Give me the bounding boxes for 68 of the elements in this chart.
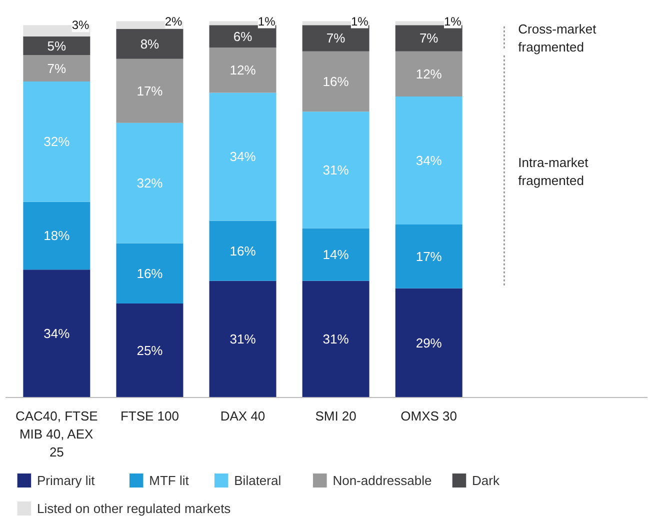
data-label: 2% [164,14,183,28]
data-label: 25% [136,342,164,358]
data-label: 31% [322,162,350,178]
data-label: 32% [44,134,70,150]
bar [116,303,184,398]
data-label: 6% [233,28,253,44]
legend-label: Listed on other regulated markets [37,501,232,516]
bar [395,224,462,288]
bar [302,51,370,112]
data-label: 12% [416,66,442,82]
data-label: 34% [416,153,442,168]
bar [116,122,184,244]
bar [116,58,184,123]
legend-label: Primary lit [37,473,96,488]
bar [23,36,90,56]
data-label: 12% [230,62,256,78]
bar [395,288,462,398]
data-label: 31% [230,332,256,347]
data-label: 31% [322,332,350,347]
bar [23,270,90,398]
bar [395,25,462,52]
bar [302,280,370,398]
data-label: 3% [72,18,90,32]
bar [23,202,90,270]
data-label: 18% [44,228,70,244]
bar [209,280,276,398]
bar [116,243,184,304]
x-tick-label: OMXS 30 [400,408,458,424]
bar [116,28,184,59]
data-label: 8% [140,36,160,52]
bar [23,55,90,82]
bar [209,220,276,281]
bar [302,112,370,228]
data-label: 5% [47,38,67,54]
bar [209,25,276,48]
bar [395,51,462,97]
x-tick-label: SMI 20 [315,408,356,424]
legend-label: Bilateral [234,473,282,488]
bar [395,96,462,224]
bar [302,25,370,52]
data-label: 16% [136,266,164,281]
data-label: 1% [444,14,462,28]
data-label: 32% [136,176,164,191]
bar [209,48,276,93]
legend-label: Dark [472,473,500,488]
data-label: 7% [326,30,346,46]
data-label: 17% [136,83,164,98]
x-tick-label: CAC40, FTSE MIB 40, AEX 25 [15,408,98,460]
text: Intra-market fragmented [518,154,589,188]
data-label: 34% [44,326,70,342]
bar [23,82,90,202]
bar [302,228,370,281]
x-tick-label: FTSE 100 [120,408,179,424]
data-label: 16% [230,243,256,258]
data-label: 29% [416,335,442,350]
x-tick-label: DAX 40 [220,408,266,424]
data-label: 14% [322,247,350,262]
data-label: 7% [419,30,439,46]
legend-label: MTF lit [149,473,190,488]
data-label: 17% [416,248,442,264]
data-label: 1% [258,14,276,28]
data-label: 7% [47,60,67,76]
data-label: 1% [350,14,369,28]
text: Cross-market fragmented [518,21,597,54]
data-label: 16% [322,74,350,89]
legend-label: Non-addressable [332,473,432,488]
data-label: 34% [230,149,256,164]
bar [209,92,276,221]
